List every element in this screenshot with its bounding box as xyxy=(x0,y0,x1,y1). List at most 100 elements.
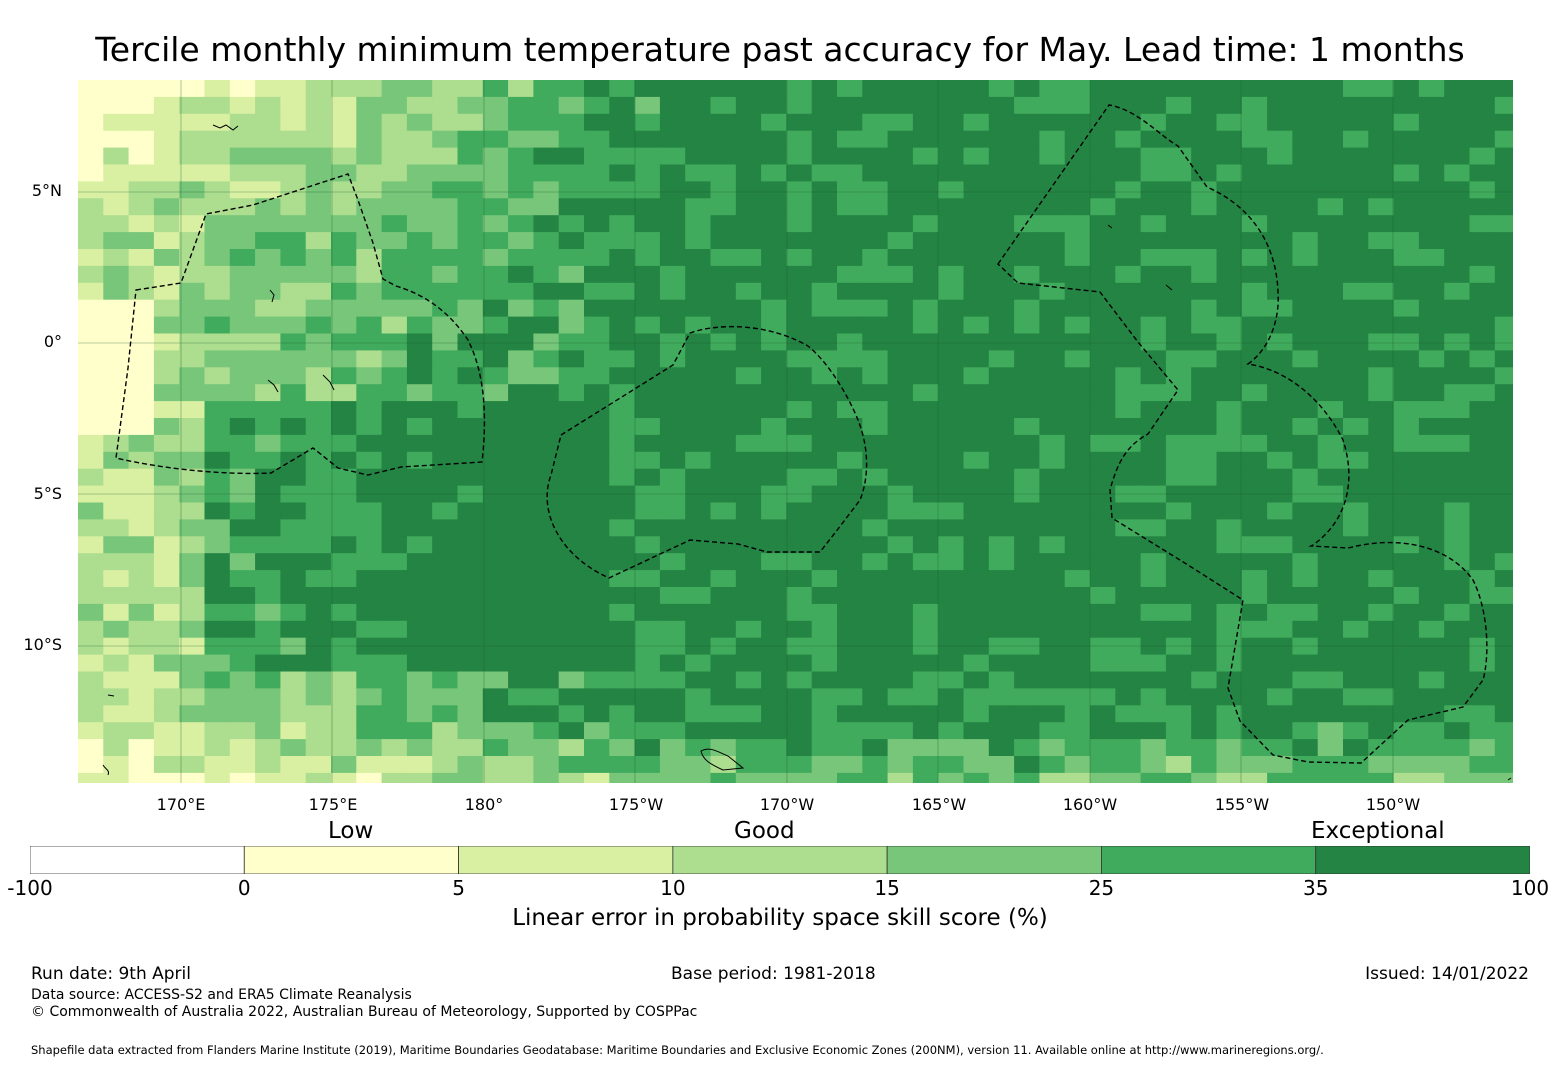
grid-cell xyxy=(634,671,661,689)
grid-cell xyxy=(837,333,863,351)
grid-cell xyxy=(912,637,939,656)
grid-cell xyxy=(533,147,560,165)
grid-cell xyxy=(255,96,281,115)
grid-cell xyxy=(153,181,180,199)
grid-cell xyxy=(1343,434,1369,453)
grid-cell xyxy=(128,468,155,487)
grid-cell xyxy=(78,164,104,182)
grid-cell xyxy=(508,401,534,419)
grid-cell xyxy=(1241,739,1268,757)
grid-cell xyxy=(1191,519,1217,537)
grid-cell xyxy=(1494,654,1513,672)
grid-cell xyxy=(837,502,863,520)
grid-cell xyxy=(584,164,610,182)
grid-cell xyxy=(381,96,408,115)
grid-cell xyxy=(1368,367,1395,385)
grid-cell xyxy=(609,587,636,605)
grid-cell xyxy=(533,232,560,250)
grid-cell xyxy=(1418,553,1445,571)
grid-cell xyxy=(1292,739,1319,757)
grid-cell xyxy=(1140,587,1167,605)
grid-cell xyxy=(1343,215,1369,233)
grid-cell xyxy=(837,401,863,419)
grid-cell xyxy=(1317,434,1344,453)
grid-cell xyxy=(78,401,104,419)
grid-cell xyxy=(1216,181,1243,199)
grid-cell xyxy=(204,519,231,537)
grid-cell xyxy=(912,367,939,385)
grid-cell xyxy=(1343,333,1369,351)
grid-cell xyxy=(179,502,205,520)
grid-cell xyxy=(634,147,661,165)
grid-cell xyxy=(128,249,155,267)
grid-cell xyxy=(255,367,281,385)
grid-cell xyxy=(103,756,130,774)
grid-cell xyxy=(1090,434,1116,453)
grid-cell xyxy=(811,198,838,216)
grid-cell xyxy=(558,181,585,199)
grid-cell xyxy=(1292,519,1319,537)
grid-cell xyxy=(912,434,939,453)
grid-cell xyxy=(710,739,737,757)
grid-cell xyxy=(837,147,863,165)
grid-cell xyxy=(78,451,104,470)
grid-cell xyxy=(331,350,357,368)
grid-cell xyxy=(457,705,484,723)
grid-cell xyxy=(912,418,939,436)
grid-cell xyxy=(280,434,307,453)
grid-cell xyxy=(1444,671,1470,689)
colorbar-segment xyxy=(458,846,674,874)
grid-cell xyxy=(1368,451,1395,470)
grid-cell xyxy=(912,671,939,689)
grid-cell xyxy=(432,620,458,639)
grid-cell xyxy=(786,756,813,774)
grid-cell xyxy=(862,164,889,182)
grid-cell xyxy=(457,451,484,470)
grid-cell xyxy=(1064,367,1091,385)
grid-cell xyxy=(533,705,560,723)
grid-cell xyxy=(659,671,686,689)
grid-cell xyxy=(1267,502,1293,520)
lon-label-165w: 165°W xyxy=(911,795,967,814)
grid-cell xyxy=(862,80,889,98)
grid-cell xyxy=(331,299,357,318)
grid-cell xyxy=(1014,603,1040,622)
grid-cell xyxy=(912,553,939,571)
grid-cell xyxy=(1292,401,1319,419)
grid-cell xyxy=(1368,620,1395,639)
grid-cell xyxy=(1343,401,1369,419)
grid-cell xyxy=(837,130,863,149)
grid-cell xyxy=(1090,198,1116,216)
grid-cell xyxy=(331,739,357,757)
grid-cell xyxy=(1317,333,1344,351)
grid-cell xyxy=(837,570,863,588)
grid-cell xyxy=(1216,215,1243,233)
grid-cell xyxy=(811,147,838,165)
grid-cell xyxy=(1494,384,1513,402)
grid-cell xyxy=(1064,113,1091,132)
grid-cell xyxy=(508,96,534,115)
grid-cell xyxy=(356,350,383,368)
grid-cell xyxy=(938,249,964,267)
grid-cell xyxy=(1241,722,1268,740)
grid-cell xyxy=(1393,316,1420,334)
grid-cell xyxy=(1469,350,1496,368)
grid-cell xyxy=(1418,282,1445,301)
grid-cell xyxy=(533,130,560,149)
grid-cell xyxy=(179,299,205,318)
grid-cell xyxy=(1368,705,1395,723)
grid-cell xyxy=(988,401,1015,419)
grid-cell xyxy=(1393,587,1420,605)
grid-cell xyxy=(153,299,180,318)
grid-cell xyxy=(659,265,686,284)
grid-cell xyxy=(179,282,205,301)
grid-cell xyxy=(1039,688,1066,706)
grid-cell xyxy=(457,418,484,436)
grid-cell xyxy=(1343,671,1369,689)
grid-cell xyxy=(584,198,610,216)
grid-cell xyxy=(786,722,813,740)
grid-cell xyxy=(1014,722,1040,740)
grid-cell xyxy=(1292,181,1319,199)
grid-cell xyxy=(179,772,205,783)
grid-cell xyxy=(1494,570,1513,588)
